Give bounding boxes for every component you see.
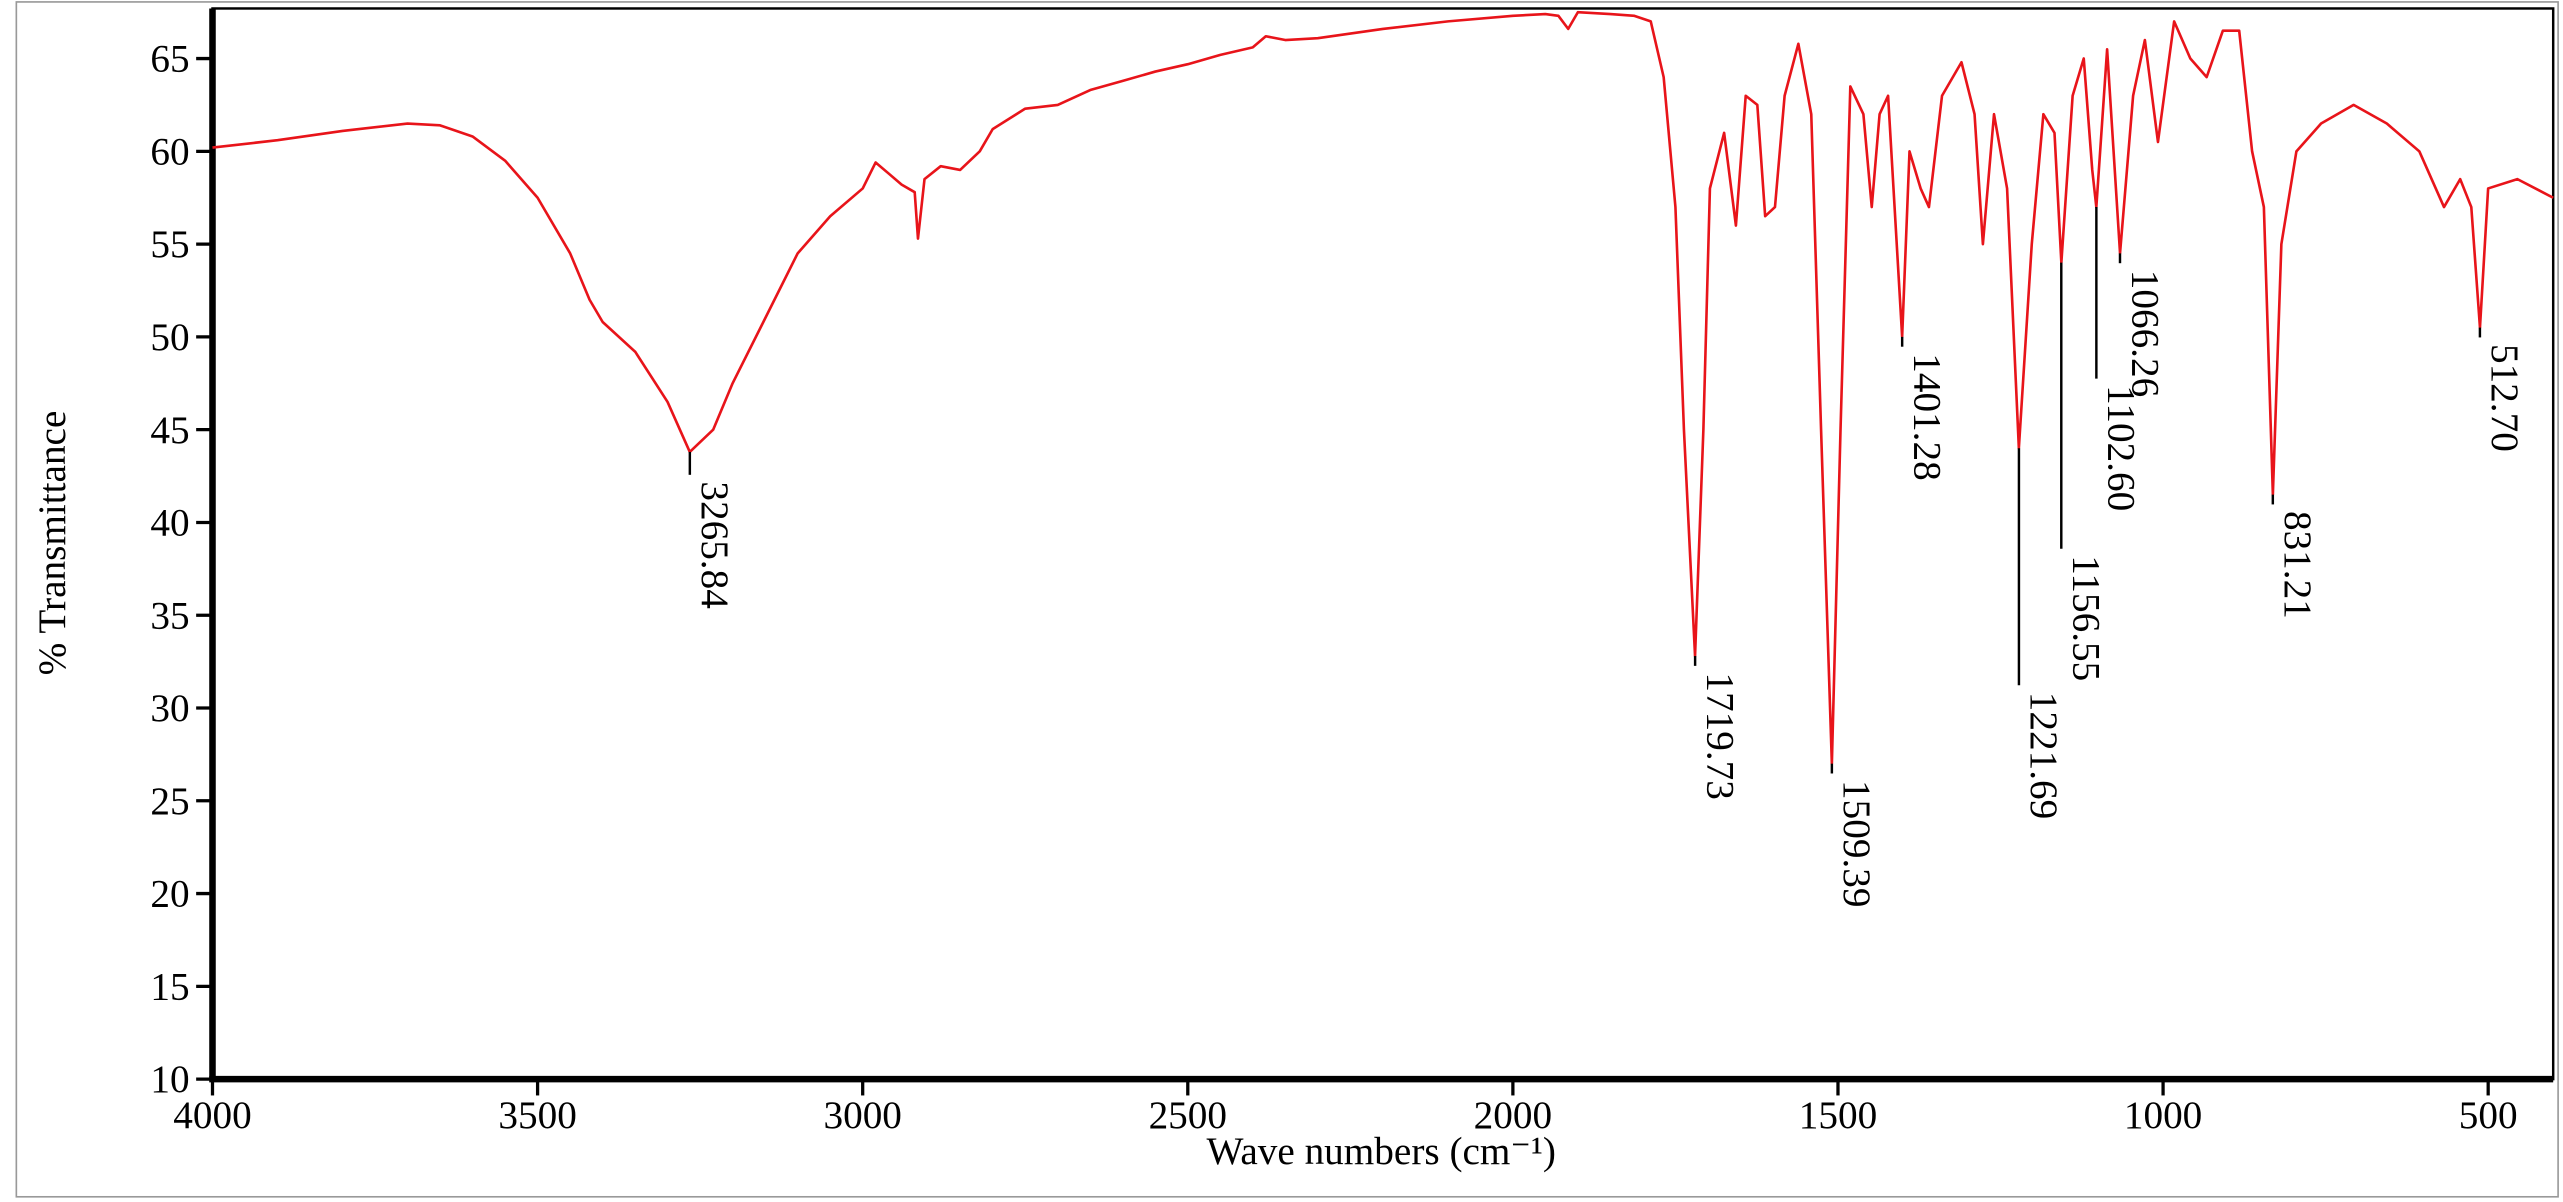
x-tick-label: 3500 bbox=[498, 1094, 576, 1137]
x-tick-label: 500 bbox=[2459, 1094, 2518, 1137]
x-axis-label: Wave numbers (cm⁻¹) bbox=[1206, 1130, 1555, 1173]
peak-label: 1156.55 bbox=[2065, 555, 2108, 681]
x-tick-label: 3000 bbox=[823, 1094, 901, 1137]
peak-label: 512.70 bbox=[2483, 344, 2526, 452]
y-tick-label: 50 bbox=[150, 316, 189, 359]
peak-label: 1719.73 bbox=[1698, 672, 1741, 799]
y-tick-label: 25 bbox=[150, 780, 189, 823]
y-tick-label: 55 bbox=[150, 223, 189, 266]
peak-label: 3265.84 bbox=[693, 481, 736, 608]
y-tick-label: 60 bbox=[150, 130, 189, 173]
x-tick-label: 1000 bbox=[2124, 1094, 2202, 1137]
y-tick-label: 65 bbox=[150, 38, 189, 81]
y-tick-label: 45 bbox=[150, 409, 189, 452]
y-tick-label: 20 bbox=[150, 873, 189, 916]
outer-frame bbox=[15, 1, 2559, 1198]
peak-label: 1401.28 bbox=[1905, 353, 1948, 480]
y-tick-label: 30 bbox=[150, 687, 189, 730]
y-tick-label: 35 bbox=[150, 594, 189, 637]
peak-label: 1102.60 bbox=[2100, 385, 2143, 511]
x-tick-label: 4000 bbox=[173, 1094, 251, 1137]
y-tick-label: 15 bbox=[150, 965, 189, 1008]
plot-frame bbox=[211, 7, 2555, 1081]
y-tick-label: 40 bbox=[150, 502, 189, 545]
peak-label: 1221.69 bbox=[2022, 692, 2065, 819]
x-tick-label: 2000 bbox=[1474, 1094, 1552, 1137]
spectrum-line bbox=[212, 10, 2554, 765]
y-axis-label: % Transmittance bbox=[31, 411, 74, 676]
x-tick-label: 1500 bbox=[1799, 1094, 1877, 1137]
peak-label: 831.21 bbox=[2276, 511, 2319, 619]
peak-label: 1066.26 bbox=[2123, 270, 2166, 397]
y-tick-label: 10 bbox=[150, 1058, 189, 1101]
peak-label: 1509.39 bbox=[1835, 780, 1878, 907]
x-tick-label: 2500 bbox=[1149, 1094, 1227, 1137]
